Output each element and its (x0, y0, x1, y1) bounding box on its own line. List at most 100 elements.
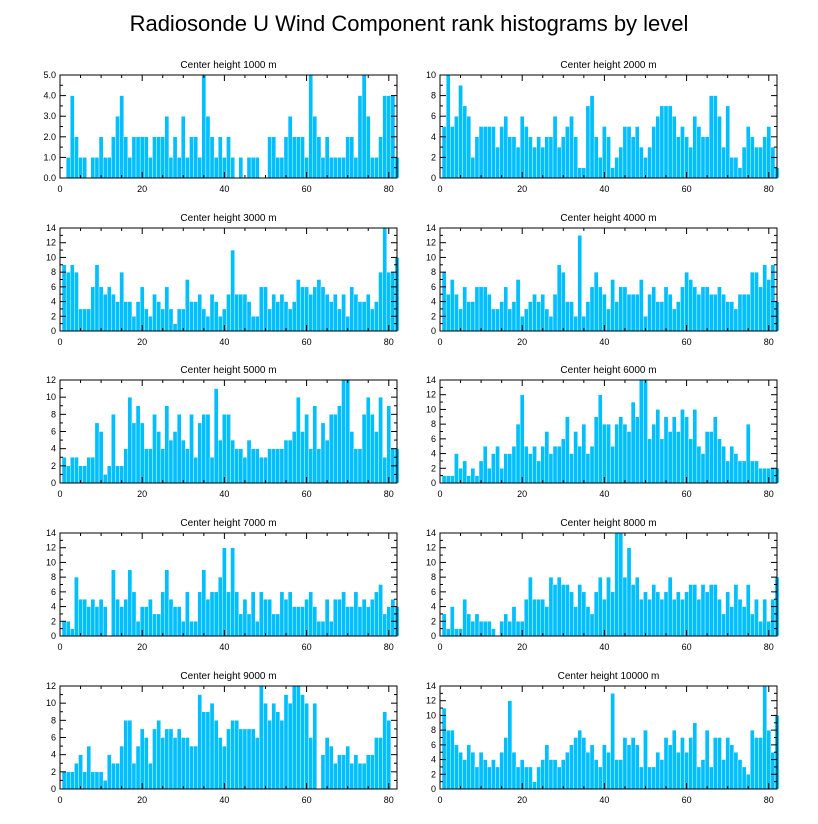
histogram-bar (618, 532, 624, 637)
histogram-bar (292, 685, 297, 790)
histogram-bar (275, 301, 281, 332)
histogram-bar (482, 621, 488, 637)
histogram-bar (651, 766, 656, 790)
x-tick-label: 60 (682, 337, 692, 347)
y-tick-label: 4 (431, 755, 436, 765)
histogram-bar (655, 301, 661, 332)
histogram-bar (647, 766, 652, 790)
histogram-bar (704, 286, 710, 332)
histogram-bar (622, 737, 628, 790)
histogram-bar (78, 157, 83, 179)
histogram-bar (713, 95, 718, 179)
histogram-bar (462, 759, 467, 790)
histogram-bar (205, 115, 211, 179)
x-tick-label: 40 (599, 337, 609, 347)
histogram-bar (704, 729, 710, 790)
histogram-bar (374, 301, 379, 332)
histogram-bar (762, 136, 767, 179)
x-tick-label: 0 (57, 642, 62, 652)
histogram-bar (511, 606, 517, 637)
x-tick-label: 20 (517, 184, 527, 194)
histogram-bar (168, 728, 174, 790)
histogram-bar (688, 146, 693, 179)
histogram-bar (333, 414, 338, 484)
histogram-bar (593, 591, 599, 637)
histogram-bar (515, 766, 521, 790)
histogram-bar (156, 431, 161, 484)
histogram-bar (279, 591, 285, 637)
histogram-bar (499, 301, 504, 332)
y-tick-label: 2 (431, 311, 436, 321)
histogram-bar (450, 475, 455, 484)
histogram-bar (102, 157, 108, 179)
histogram-bar (386, 95, 392, 179)
histogram-bar (676, 136, 681, 179)
panel-title: Center height 7000 m (180, 518, 276, 529)
histogram-bar (267, 599, 272, 637)
histogram-bar (365, 294, 371, 332)
histogram-bar (589, 613, 595, 637)
y-tick-label: 12 (46, 543, 56, 553)
histogram-bar (70, 95, 75, 179)
y-tick-label: 4 (431, 132, 436, 142)
histogram-bar (750, 613, 755, 637)
histogram-bar (758, 146, 763, 179)
panel-title: Center height 6000 m (560, 365, 656, 376)
histogram-bar (544, 136, 550, 179)
histogram-bar (234, 294, 239, 332)
histogram-bar (482, 759, 488, 790)
histogram-bar (370, 599, 375, 637)
histogram-bar (729, 446, 735, 484)
histogram-bar (762, 685, 767, 790)
x-tick-label: 40 (219, 337, 229, 347)
panel-title: Center height 8000 m (560, 518, 656, 529)
histogram-bar (635, 576, 640, 637)
y-tick-label: 8 (51, 409, 56, 419)
histogram-bar (548, 576, 554, 637)
histogram-bar (176, 308, 182, 332)
histogram-bar (312, 702, 318, 790)
histogram-bar (176, 728, 182, 790)
histogram-bar (308, 737, 313, 790)
histogram-bar (374, 431, 379, 484)
histogram-bar (324, 439, 330, 484)
histogram-bar (70, 264, 75, 332)
histogram-bar (635, 744, 640, 790)
y-tick-label: 8 (431, 267, 436, 277)
histogram-bar (189, 621, 194, 637)
histogram-bar (733, 752, 739, 790)
histogram-bar (754, 271, 759, 332)
histogram-bar (696, 294, 702, 332)
histogram-bar (65, 157, 71, 179)
x-tick-label: 20 (137, 642, 147, 652)
histogram-bar (168, 308, 174, 332)
histogram-bar (602, 744, 607, 790)
histogram-bar (639, 599, 644, 637)
histogram-bar (378, 136, 383, 179)
histogram-bar (160, 308, 166, 332)
histogram-bar (238, 157, 244, 179)
histogram-bar (238, 294, 244, 332)
histogram-bar (610, 279, 615, 332)
histogram-bar (585, 752, 591, 790)
y-tick-label: 10 (46, 392, 56, 402)
histogram-bar (663, 591, 669, 637)
histogram-bar (700, 759, 706, 790)
histogram-bar (491, 759, 496, 790)
histogram-bar (495, 308, 500, 332)
histogram-bar (102, 294, 108, 332)
histogram-bar (540, 294, 546, 332)
x-tick-label: 40 (219, 184, 229, 194)
histogram-bar (630, 136, 636, 179)
y-tick-label: 12 (46, 681, 56, 691)
histogram-bar (230, 547, 235, 637)
histogram-bar (148, 448, 153, 484)
histogram-bar (353, 448, 359, 484)
y-tick-label: 8 (431, 725, 436, 735)
histogram-bar (745, 294, 751, 332)
x-tick-label: 0 (437, 184, 442, 194)
histogram-bar (676, 591, 681, 637)
y-tick-label: 2.0 (43, 132, 56, 142)
histogram-bar (770, 752, 776, 790)
